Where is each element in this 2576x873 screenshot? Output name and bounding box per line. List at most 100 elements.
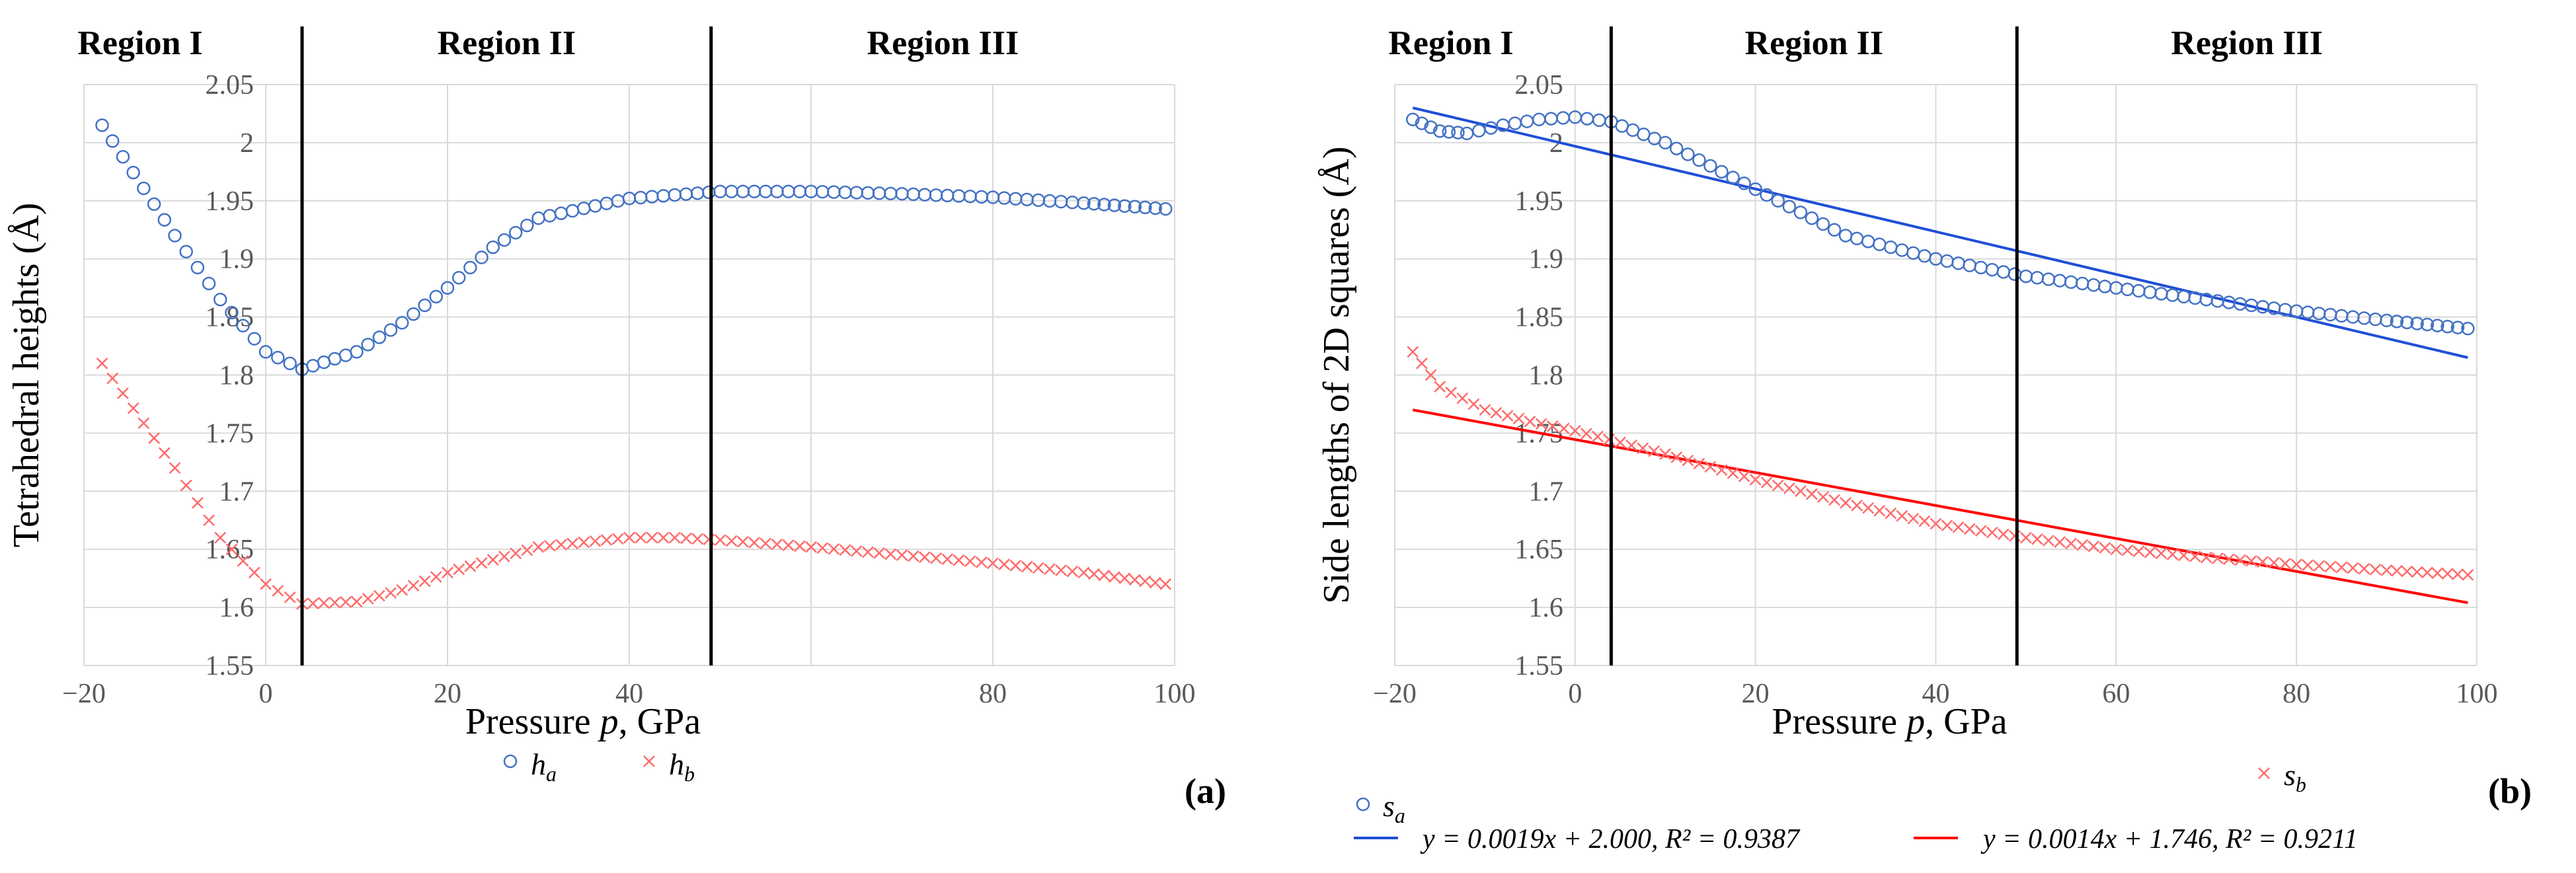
data-point-s_a bbox=[1782, 200, 1797, 213]
data-point-h_a bbox=[395, 316, 409, 330]
data-point-s_b bbox=[1659, 448, 1672, 460]
data-point-h_b bbox=[214, 531, 227, 544]
data-point-h_b bbox=[260, 578, 272, 590]
data-point-h_a bbox=[656, 189, 670, 203]
y-tick-label: 1.65 bbox=[1514, 535, 1563, 565]
x-tick-label: 20 bbox=[434, 679, 461, 709]
data-point-s_b bbox=[1625, 439, 1637, 451]
data-point-s_a bbox=[2030, 271, 2045, 285]
data-point-h_a bbox=[861, 186, 875, 200]
data-point-h_a bbox=[1148, 201, 1163, 215]
data-point-s_b bbox=[1715, 464, 1728, 476]
data-point-s_a bbox=[1906, 246, 1920, 260]
data-point-s_b bbox=[1490, 406, 1503, 419]
data-point-s_b bbox=[2144, 546, 2156, 558]
data-point-s_b bbox=[1930, 517, 1942, 530]
legend-label-sub: a bbox=[546, 762, 557, 786]
x-tick-label: −20 bbox=[62, 679, 106, 709]
data-point-s_a bbox=[1838, 229, 1853, 243]
data-point-h_b bbox=[1128, 574, 1141, 586]
data-point-s_a bbox=[1580, 112, 1594, 126]
data-point-s_b bbox=[1693, 457, 1705, 470]
data-point-s_b bbox=[2155, 547, 2167, 560]
data-point-h_b bbox=[1149, 576, 1161, 589]
data-point-h_b bbox=[1021, 560, 1033, 573]
legend-label-main: h bbox=[669, 747, 684, 781]
data-point-s_a bbox=[1793, 206, 1808, 219]
data-point-h_a bbox=[1020, 192, 1034, 207]
data-point-s_a bbox=[2440, 319, 2454, 334]
data-point-h_b bbox=[237, 554, 249, 567]
data-point-h_a bbox=[713, 184, 727, 198]
panel-a: 1.551.61.651.71.751.81.851.91.9522.05−20… bbox=[6, 24, 1226, 811]
data-point-s_a bbox=[1816, 217, 1830, 231]
data-point-h_a bbox=[283, 356, 297, 371]
data-point-h_a bbox=[486, 240, 500, 254]
data-point-s_a bbox=[1974, 260, 1988, 275]
x-axis-label-part: , GPa bbox=[619, 701, 701, 742]
data-point-s_a bbox=[2312, 307, 2326, 321]
data-point-s_b bbox=[1569, 425, 1581, 437]
data-point-s_b bbox=[2358, 562, 2370, 575]
data-point-h_b bbox=[340, 596, 352, 608]
data-point-s_b bbox=[2302, 559, 2314, 572]
data-point-s_a bbox=[1884, 240, 1898, 254]
data-point-s_a bbox=[2420, 317, 2435, 332]
region-label-3: Region III bbox=[867, 24, 1019, 62]
series-s_b bbox=[1407, 346, 2474, 581]
data-point-s_a bbox=[2075, 276, 2089, 291]
data-point-s_b bbox=[2268, 556, 2280, 569]
data-point-h_b bbox=[1055, 564, 1068, 576]
data-point-s_a bbox=[1659, 135, 1672, 150]
data-point-s_a bbox=[1415, 116, 1429, 130]
data-point-h_b bbox=[816, 542, 829, 554]
data-point-s_a bbox=[2400, 315, 2414, 330]
data-point-h_b bbox=[623, 531, 635, 544]
data-point-s_a bbox=[1985, 262, 2000, 277]
data-point-s_b bbox=[1416, 358, 1428, 369]
data-point-h_a bbox=[781, 184, 795, 198]
data-point-h_b bbox=[907, 550, 919, 562]
data-point-s_a bbox=[1532, 112, 1546, 126]
data-point-s_b bbox=[1885, 507, 1897, 519]
data-point-h_a bbox=[383, 323, 398, 337]
data-point-h_b bbox=[611, 533, 624, 545]
data-point-h_b bbox=[396, 584, 409, 596]
data-point-h_b bbox=[998, 558, 1011, 570]
data-point-s_b bbox=[1738, 471, 1750, 482]
data-point-h_b bbox=[284, 591, 296, 603]
series-h_a bbox=[95, 118, 1173, 376]
data-point-h_a bbox=[418, 298, 432, 313]
fit-line-s_b bbox=[1412, 408, 2468, 605]
data-point-h_b bbox=[318, 597, 330, 609]
data-point-h_a bbox=[679, 187, 693, 201]
data-point-s_b bbox=[1434, 381, 1446, 393]
data-point-s_b bbox=[1817, 491, 1829, 503]
data-point-h_b bbox=[748, 537, 760, 549]
data-point-s_a bbox=[1424, 120, 1438, 134]
data-point-s_b bbox=[2279, 557, 2291, 570]
data-point-s_b bbox=[2222, 553, 2235, 566]
data-point-s_a bbox=[2132, 284, 2146, 298]
legend-label-h_a: ha bbox=[531, 747, 557, 786]
data-point-s_b bbox=[2031, 533, 2043, 545]
legend-label-main: s bbox=[2284, 758, 2296, 792]
data-point-s_b bbox=[1772, 479, 1784, 492]
data-point-h_a bbox=[338, 348, 353, 362]
data-point-s_a bbox=[2357, 311, 2371, 325]
data-point-s_b bbox=[2245, 554, 2257, 567]
panel-b: 1.551.61.651.71.751.81.851.91.9522.05−20… bbox=[1316, 24, 2532, 854]
y-tick-label: 1.7 bbox=[219, 476, 254, 507]
data-point-h_b bbox=[1032, 562, 1044, 574]
data-point-h_b bbox=[225, 543, 238, 556]
data-point-s_a bbox=[1592, 113, 1606, 128]
data-point-s_a bbox=[1737, 176, 1751, 190]
x-axis-label-var: p bbox=[1904, 701, 1925, 742]
data-point-h_b bbox=[148, 432, 160, 444]
x-tick-label: 0 bbox=[259, 679, 273, 709]
data-point-h_b bbox=[248, 566, 260, 579]
data-point-s_b bbox=[1963, 523, 1976, 535]
data-point-h_b bbox=[464, 560, 477, 572]
fit-equation-s_a: y = 0.0019x + 2.000, R² = 0.9387 bbox=[1420, 824, 1801, 854]
